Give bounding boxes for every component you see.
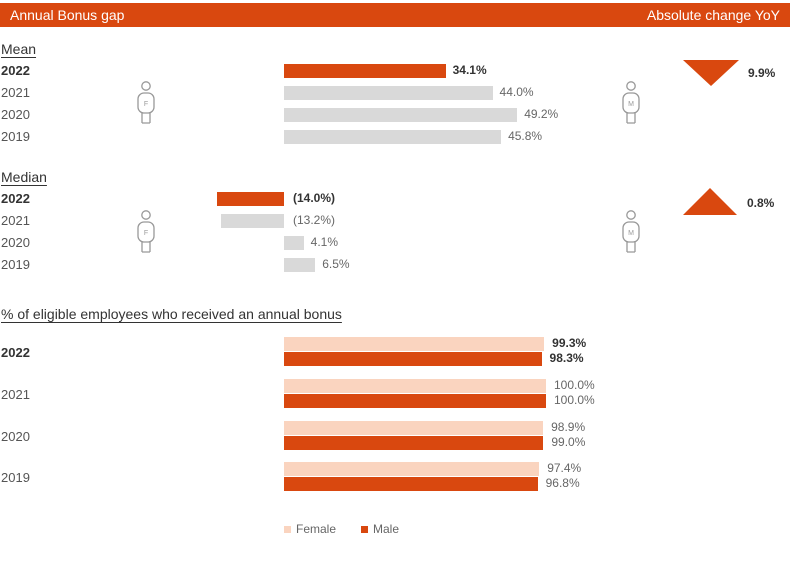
female-person-icon: F [137,81,155,124]
female-bar [284,379,546,393]
eligible-title: % of eligible employees who received an … [1,306,342,322]
legend-male: Male [361,522,399,536]
male-value-label: 99.0% [551,435,586,449]
median-bar [284,236,304,250]
mean-bar [284,86,493,100]
year-label: 2021 [1,387,30,402]
male-person-icon: M [622,210,640,253]
legend-female: Female [284,522,336,536]
mean-value-label: 49.2% [524,107,559,121]
mean-bar [284,108,518,122]
female-bar [284,421,544,435]
year-label: 2019 [1,129,30,144]
year-label: 2021 [1,85,30,100]
female-value-label: 100.0% [554,378,595,392]
median-bar [220,214,284,228]
male-bar [284,436,544,450]
male-icon-letter: M [628,101,634,108]
legend-male-label: Male [373,522,400,536]
male-bar [284,394,546,408]
median-yoy-value: 0.8% [747,196,775,210]
year-label: 2019 [1,470,30,485]
legend-male-swatch [361,526,368,534]
year-label: 2021 [1,213,30,228]
median-value-label: (14.0%) [293,191,336,205]
legend-female-label: Female [296,522,337,536]
mean-bar [284,64,446,78]
male-icon-letter: M [628,230,634,237]
mean-title: Mean [1,41,37,57]
median-value-label: 4.1% [310,235,339,249]
mean-yoy-value: 9.9% [748,66,776,80]
female-bar [284,462,540,476]
median-value-label: 6.5% [322,257,350,271]
mean-value-label: 45.8% [508,129,543,143]
year-label: 2019 [1,257,30,272]
mean-bar [284,130,502,144]
mean-value-label: 34.1% [452,63,487,77]
female-icon-letter: F [144,230,148,237]
year-label: 2020 [1,107,30,122]
year-label: 2020 [1,235,30,250]
median-title: Median [1,169,47,185]
male-value-label: 96.8% [545,476,580,490]
median-value-label: (13.2%) [293,213,336,227]
female-value-label: 99.3% [552,336,587,350]
male-bar [284,352,542,366]
down-triangle-icon [683,60,739,86]
male-value-label: 98.3% [549,351,584,365]
female-bar [284,337,545,351]
legend-female-swatch [284,526,291,534]
year-label: 2020 [1,429,30,444]
median-bar [284,258,316,272]
median-bar [216,192,284,206]
female-person-icon: F [137,210,155,253]
female-value-label: 98.9% [551,420,586,434]
year-label: 2022 [1,345,30,360]
male-bar [284,477,538,491]
male-value-label: 100.0% [554,393,595,407]
header-title: Annual Bonus gap [10,7,125,23]
male-person-icon: M [622,81,640,124]
mean-value-label: 44.0% [499,85,534,99]
year-label: 2022 [1,191,30,206]
header-bar: Annual Bonus gap Absolute change YoY [0,3,790,27]
header-right-label: Absolute change YoY [646,7,780,23]
up-triangle-icon [683,188,737,215]
female-value-label: 97.4% [547,461,582,475]
female-icon-letter: F [144,101,148,108]
year-label: 2022 [1,63,30,78]
